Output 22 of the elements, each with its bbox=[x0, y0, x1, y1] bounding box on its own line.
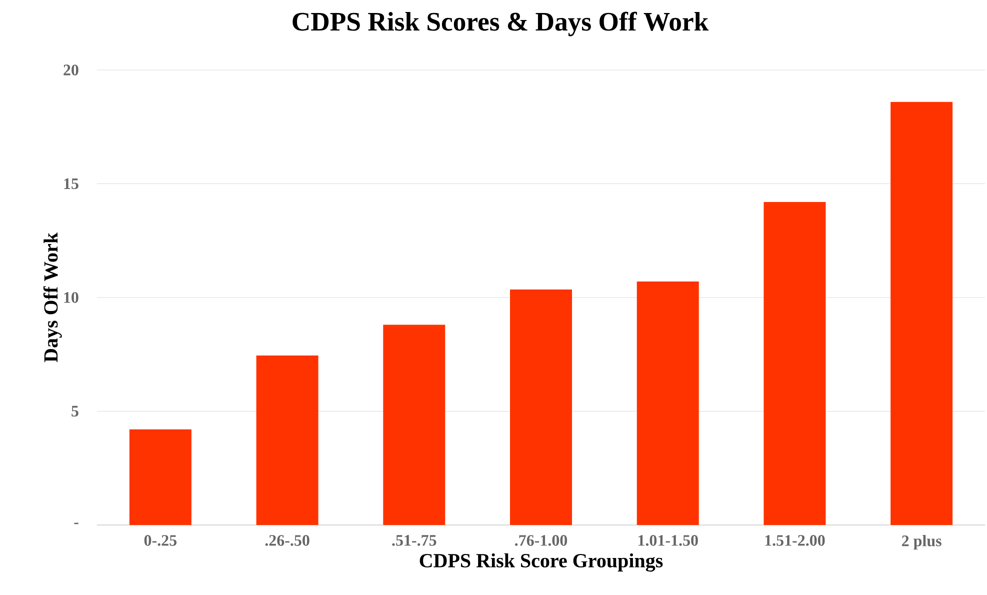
bar bbox=[256, 356, 318, 525]
y-tick-label: 5 bbox=[72, 406, 78, 417]
x-axis-title: CDPS Risk Score Groupings bbox=[420, 553, 663, 572]
x-tick-label: .51-.75 bbox=[392, 535, 436, 546]
x-tick-label: 1.01-1.50 bbox=[638, 535, 698, 546]
bar bbox=[890, 102, 953, 525]
y-tick-label: 15 bbox=[64, 178, 78, 190]
y-tick-label: - bbox=[74, 522, 78, 524]
y-tick-label: 10 bbox=[64, 292, 78, 303]
y-axis-title: Days Off Work bbox=[43, 232, 62, 362]
chart-title: CDPS Risk Scores & Days Off Work bbox=[292, 12, 709, 36]
bar bbox=[383, 324, 446, 525]
bar bbox=[764, 202, 826, 525]
bar bbox=[510, 290, 572, 525]
bar bbox=[636, 282, 699, 525]
x-tick-label: .26-.50 bbox=[265, 535, 310, 546]
x-tick-label: 0-.25 bbox=[144, 535, 177, 546]
x-tick-label: .76-1.00 bbox=[515, 535, 568, 546]
y-tick-label: 20 bbox=[64, 64, 78, 76]
x-tick-label: 2 plus bbox=[902, 535, 942, 550]
x-tick-label: 1.51-2.00 bbox=[765, 535, 825, 546]
bar bbox=[129, 429, 192, 525]
